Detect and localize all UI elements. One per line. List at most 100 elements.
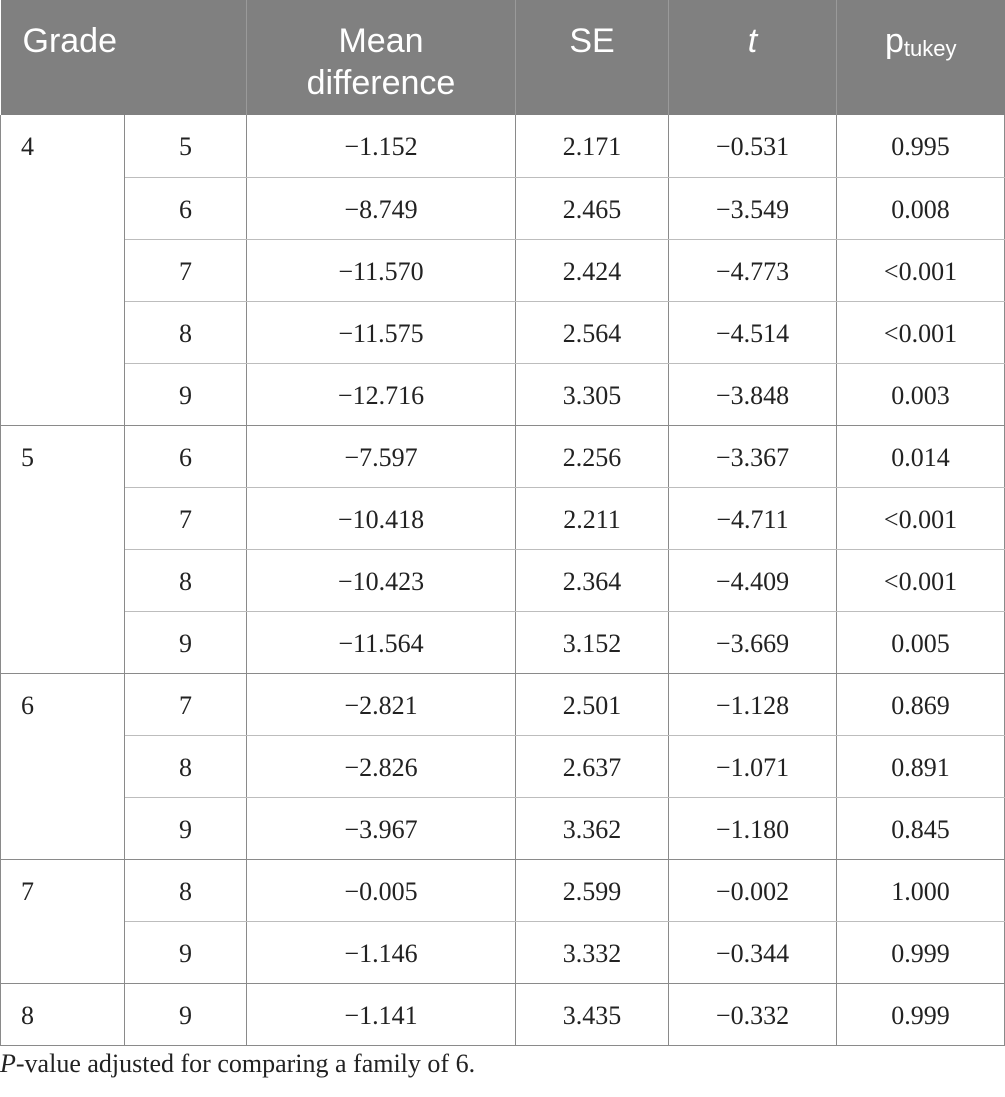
cell-compared-grade: 9 <box>124 797 247 860</box>
table-row: 8 −10.423 2.364 −4.409 <0.001 <box>1 549 1005 612</box>
cell-compared-grade: 9 <box>124 363 247 426</box>
cell-se: 2.599 <box>515 859 669 922</box>
cell-t: −0.531 <box>668 115 837 178</box>
cell-mean-difference: −11.570 <box>246 239 516 302</box>
table-row: 7 −10.418 2.211 −4.711 <0.001 <box>1 487 1005 550</box>
cell-compared-grade: 8 <box>124 549 247 612</box>
cell-mean-difference: −8.749 <box>246 177 516 240</box>
table-row: 9 −3.967 3.362 −1.180 0.845 <box>1 797 1005 860</box>
cell-se: 3.435 <box>515 983 669 1046</box>
footnote-text: -value adjusted for comparing a family o… <box>15 1049 476 1078</box>
header-se: SE <box>515 0 669 115</box>
table-body: 4 5 −1.152 2.171 −0.531 0.995 6 −8.749 2.465 −3.5… <box>0 115 1005 1046</box>
cell-mean-difference: −7.597 <box>246 425 516 488</box>
cell-p-tukey: <0.001 <box>836 549 1005 612</box>
cell-mean-difference: −1.146 <box>246 921 516 984</box>
cell-p-tukey: 0.999 <box>836 983 1005 1046</box>
table-row: 8 9 −1.141 3.435 −0.332 0.999 <box>0 983 1005 1046</box>
cell-se: 2.256 <box>515 425 669 488</box>
cell-mean-difference: −11.575 <box>246 301 516 364</box>
cell-compared-grade: 9 <box>124 921 247 984</box>
footnote-italic: P <box>0 1049 16 1078</box>
cell-compared-grade: 8 <box>124 859 247 922</box>
cell-compared-grade: 8 <box>124 735 247 798</box>
cell-t: −0.332 <box>668 983 837 1046</box>
cell-compared-grade: 6 <box>124 177 247 240</box>
cell-mean-difference: −3.967 <box>246 797 516 860</box>
cell-p-tukey: 0.995 <box>836 115 1005 178</box>
cell-grade: 6 <box>0 673 125 860</box>
cell-compared-grade: 7 <box>124 487 247 550</box>
cell-compared-grade: 9 <box>124 611 247 674</box>
cell-p-tukey: 0.891 <box>836 735 1005 798</box>
table-row: 8 −2.826 2.637 −1.071 0.891 <box>1 735 1005 798</box>
cell-t: −3.367 <box>668 425 837 488</box>
cell-se: 2.211 <box>515 487 669 550</box>
table-row: 9 −1.146 3.332 −0.344 0.999 <box>1 921 1005 984</box>
header-mean-line2: difference <box>306 64 456 102</box>
cell-compared-grade: 7 <box>124 239 247 302</box>
cell-compared-grade: 6 <box>124 425 247 488</box>
cell-p-tukey: 0.845 <box>836 797 1005 860</box>
table-row: 6 −8.749 2.465 −3.549 0.008 <box>1 177 1005 240</box>
cell-compared-grade: 7 <box>124 673 247 736</box>
cell-se: 3.152 <box>515 611 669 674</box>
cell-se: 2.171 <box>515 115 669 178</box>
cell-p-tukey: 0.869 <box>836 673 1005 736</box>
cell-p-tukey: 0.005 <box>836 611 1005 674</box>
cell-t: −1.128 <box>668 673 837 736</box>
cell-p-tukey: <0.001 <box>836 239 1005 302</box>
header-mean-line1: Mean <box>338 22 424 60</box>
cell-mean-difference: −2.821 <box>246 673 516 736</box>
cell-se: 2.564 <box>515 301 669 364</box>
cell-t: −4.409 <box>668 549 837 612</box>
cell-compared-grade: 8 <box>124 301 247 364</box>
cell-t: −0.002 <box>668 859 837 922</box>
header-p-subscript: tukey <box>903 36 957 61</box>
table-row: 6 7 −2.821 2.501 −1.128 0.869 <box>0 673 1005 860</box>
cell-p-tukey: <0.001 <box>836 487 1005 550</box>
cell-grade: 7 <box>0 859 125 984</box>
cell-mean-difference: −1.152 <box>246 115 516 178</box>
cell-se: 2.424 <box>515 239 669 302</box>
cell-t: −4.514 <box>668 301 837 364</box>
cell-t: −3.669 <box>668 611 837 674</box>
cell-t: −4.773 <box>668 239 837 302</box>
cell-se: 2.501 <box>515 673 669 736</box>
cell-grade: 4 <box>0 115 125 426</box>
cell-mean-difference: −0.005 <box>246 859 516 922</box>
cell-p-tukey: 1.000 <box>836 859 1005 922</box>
cell-se: 3.332 <box>515 921 669 984</box>
cell-mean-difference: −12.716 <box>246 363 516 426</box>
table-row: 9 −12.716 3.305 −3.848 0.003 <box>1 363 1005 426</box>
header-p-label: p <box>884 22 904 60</box>
cell-p-tukey: 0.999 <box>836 921 1005 984</box>
header-t: t <box>668 0 837 115</box>
cell-grade: 5 <box>0 425 125 674</box>
cell-t: −0.344 <box>668 921 837 984</box>
cell-mean-difference: −11.564 <box>246 611 516 674</box>
cell-t: −3.549 <box>668 177 837 240</box>
cell-t: −4.711 <box>668 487 837 550</box>
cell-compared-grade: 5 <box>124 115 247 178</box>
table-row: 7 −11.570 2.424 −4.773 <0.001 <box>1 239 1005 302</box>
table-row: 4 5 −1.152 2.171 −0.531 0.995 <box>0 115 1005 426</box>
cell-se: 2.465 <box>515 177 669 240</box>
cell-se: 2.364 <box>515 549 669 612</box>
header-p-tukey: ptukey <box>836 0 1005 115</box>
header-mean-difference: Mean difference <box>246 0 516 115</box>
cell-p-tukey: <0.001 <box>836 301 1005 364</box>
cell-compared-grade: 9 <box>124 983 247 1046</box>
table-row: 5 6 −7.597 2.256 −3.367 0.014 <box>0 425 1005 674</box>
table-footnote: P-value adjusted for comparing a family … <box>0 1049 475 1079</box>
cell-mean-difference: −10.423 <box>246 549 516 612</box>
cell-t: −3.848 <box>668 363 837 426</box>
cell-grade: 8 <box>0 983 125 1046</box>
cell-t: −1.180 <box>668 797 837 860</box>
cell-p-tukey: 0.008 <box>836 177 1005 240</box>
cell-mean-difference: −1.141 <box>246 983 516 1046</box>
cell-p-tukey: 0.014 <box>836 425 1005 488</box>
cell-mean-difference: −2.826 <box>246 735 516 798</box>
table-row: 7 8 −0.005 2.599 −0.002 1.000 <box>0 859 1005 984</box>
table-row: 8 −11.575 2.564 −4.514 <0.001 <box>1 301 1005 364</box>
